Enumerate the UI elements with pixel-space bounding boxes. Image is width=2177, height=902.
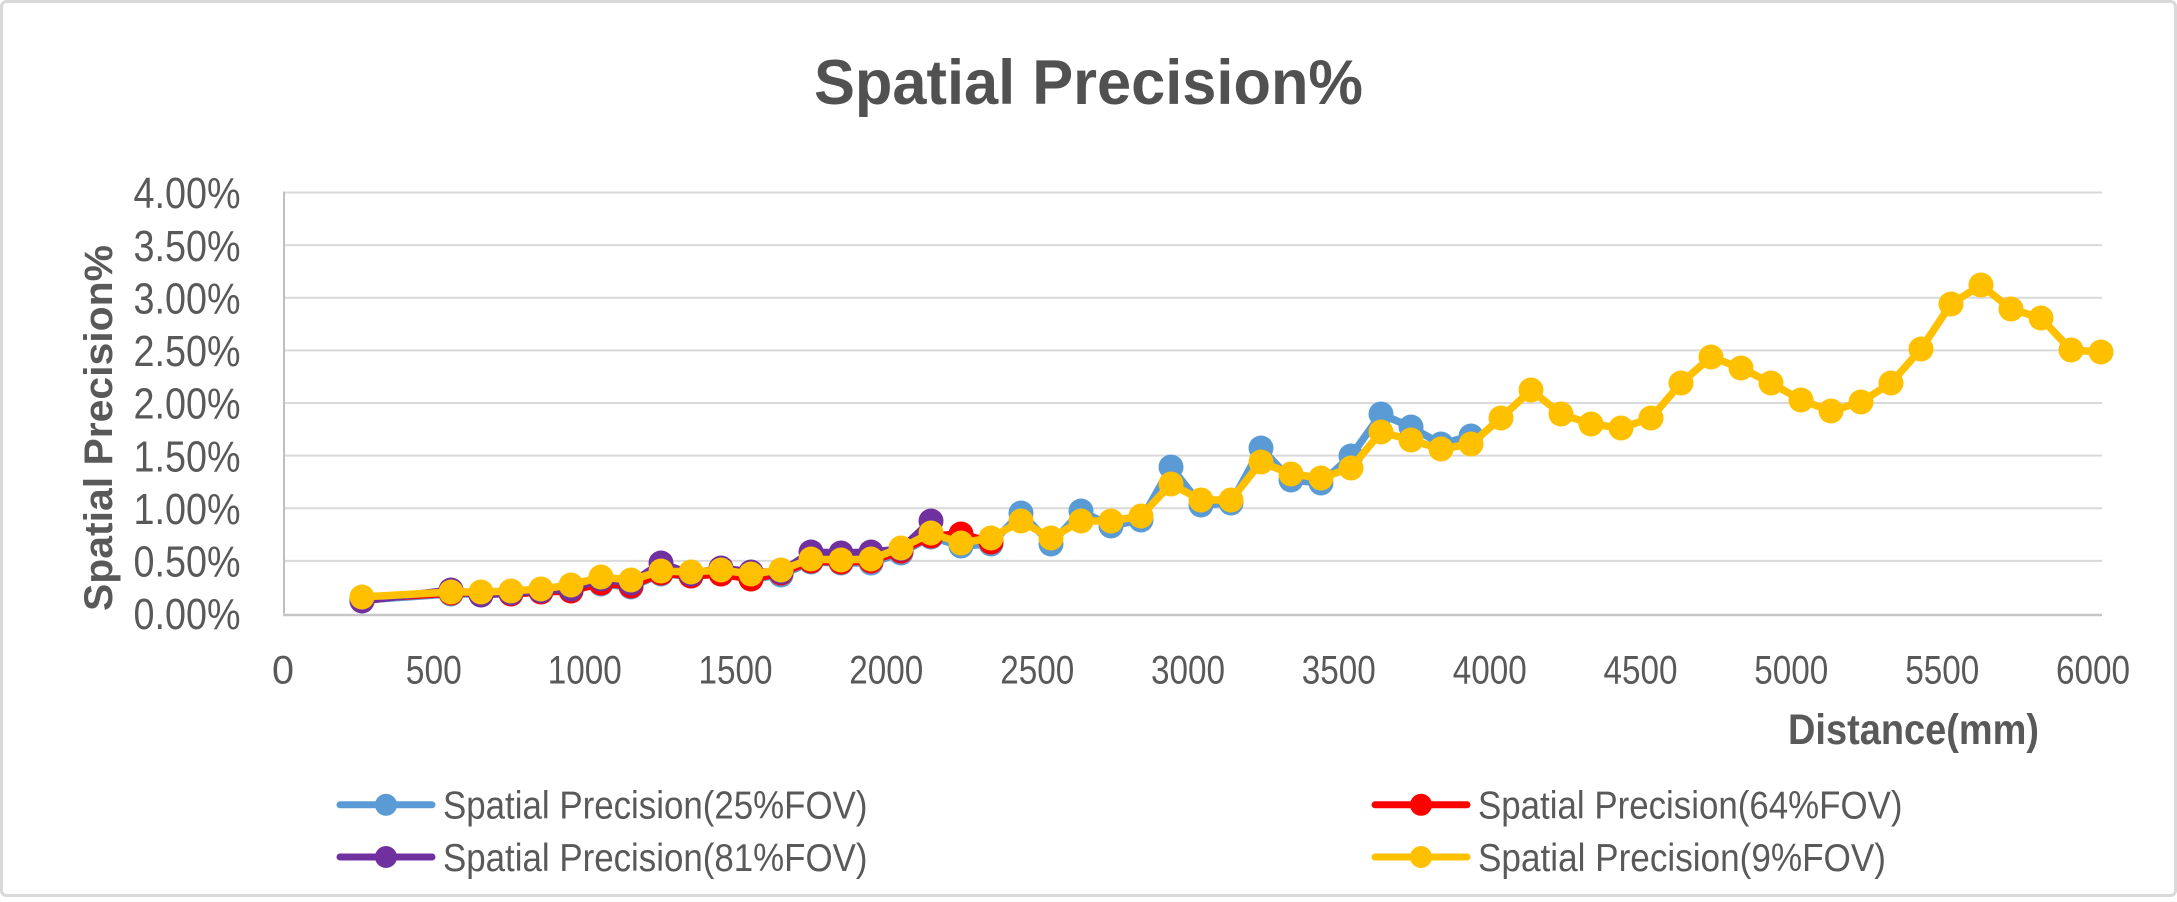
svg-text:1500: 1500 <box>699 649 773 693</box>
svg-text:500: 500 <box>406 649 462 693</box>
svg-text:6000: 6000 <box>2056 649 2130 693</box>
svg-text:0.00%: 0.00% <box>134 590 241 639</box>
svg-text:3000: 3000 <box>1151 649 1225 693</box>
svg-text:2500: 2500 <box>1000 649 1074 693</box>
svg-text:Distance(mm): Distance(mm) <box>1788 706 2039 754</box>
svg-text:Spatial Precision(9%FOV): Spatial Precision(9%FOV) <box>1478 837 1886 880</box>
svg-text:Spatial Precision(81%FOV): Spatial Precision(81%FOV) <box>443 837 868 880</box>
svg-text:5000: 5000 <box>1754 649 1828 693</box>
svg-text:4.00%: 4.00% <box>134 169 241 218</box>
svg-text:1.00%: 1.00% <box>134 485 241 534</box>
svg-text:Spatial Precision%: Spatial Precision% <box>77 245 121 611</box>
svg-text:1.50%: 1.50% <box>134 432 241 481</box>
svg-text:Spatial Precision(25%FOV): Spatial Precision(25%FOV) <box>443 785 868 828</box>
svg-text:3.50%: 3.50% <box>134 222 241 271</box>
svg-text:Spatial Precision%: Spatial Precision% <box>814 48 1363 118</box>
svg-text:3.00%: 3.00% <box>134 274 241 323</box>
svg-text:0: 0 <box>272 649 294 693</box>
svg-text:2000: 2000 <box>849 649 923 693</box>
svg-text:0.50%: 0.50% <box>134 538 241 587</box>
svg-text:4000: 4000 <box>1453 649 1527 693</box>
svg-text:Spatial Precision(64%FOV): Spatial Precision(64%FOV) <box>1478 785 1903 828</box>
svg-text:4500: 4500 <box>1604 649 1678 693</box>
svg-text:2.00%: 2.00% <box>134 380 241 429</box>
svg-text:2.50%: 2.50% <box>134 327 241 376</box>
svg-text:3500: 3500 <box>1302 649 1376 693</box>
svg-text:1000: 1000 <box>548 649 622 693</box>
svg-text:5500: 5500 <box>1905 649 1979 693</box>
